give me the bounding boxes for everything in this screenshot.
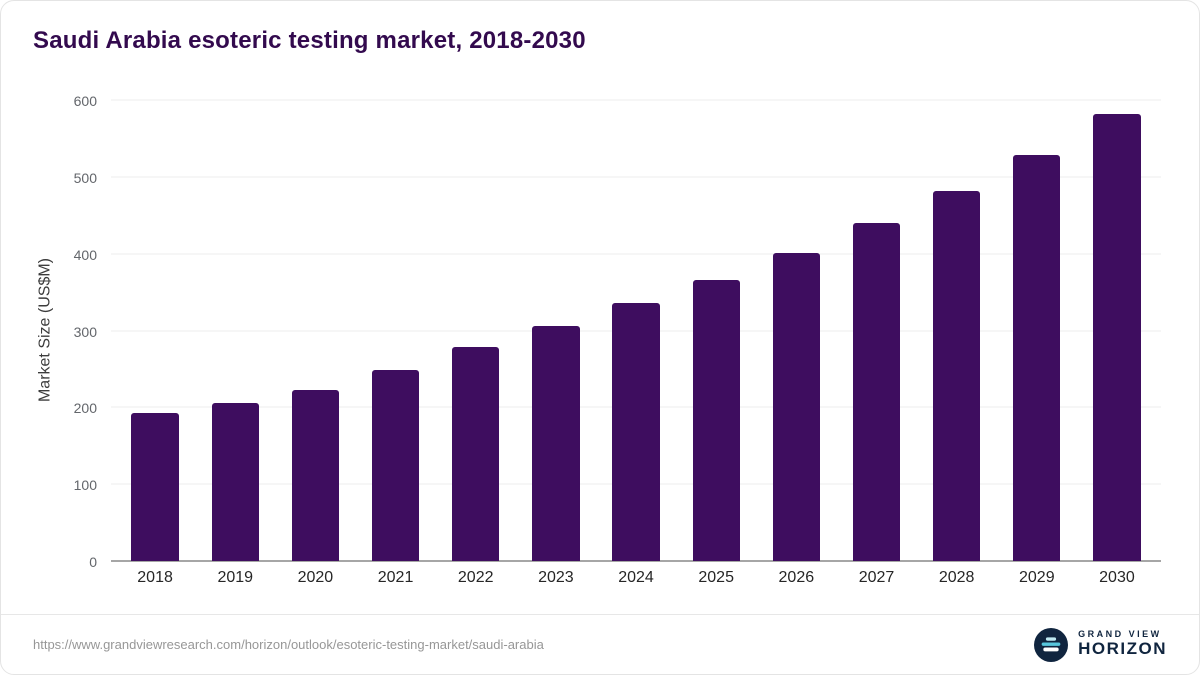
brand-logo-text: GRAND VIEW HORIZON bbox=[1078, 629, 1167, 659]
bar-slot bbox=[917, 100, 997, 561]
bar-slot bbox=[756, 100, 836, 561]
bar-slot bbox=[436, 100, 516, 561]
x-tick-label: 2021 bbox=[377, 569, 414, 586]
brand-name-bottom: HORIZON bbox=[1078, 639, 1167, 659]
bar-slot bbox=[195, 100, 275, 561]
x-tick-label: 2023 bbox=[538, 569, 574, 586]
bar-2028 bbox=[933, 190, 981, 561]
bar-slot bbox=[836, 100, 916, 561]
bar-slot bbox=[596, 100, 676, 561]
x-tick-label: 2030 bbox=[1099, 569, 1135, 586]
chart-title: Saudi Arabia esoteric testing market, 20… bbox=[33, 27, 586, 54]
brand-logo: GRAND VIEW HORIZON bbox=[1034, 627, 1167, 662]
bar-2021 bbox=[371, 370, 420, 561]
bar-2024 bbox=[612, 302, 660, 561]
bar-slot bbox=[1077, 100, 1157, 561]
y-axis-title: Market Size (US$M) bbox=[36, 257, 54, 403]
y-tick-label: 0 bbox=[89, 554, 97, 570]
x-axis-line bbox=[111, 560, 1161, 562]
x-tick-label: 2029 bbox=[1019, 569, 1055, 586]
x-tick-label: 2020 bbox=[297, 569, 334, 586]
bar-2020 bbox=[291, 390, 340, 561]
bar-2018 bbox=[131, 413, 179, 561]
y-tick-label: 300 bbox=[73, 323, 97, 340]
gridline bbox=[111, 176, 1161, 178]
bar-2030 bbox=[1093, 113, 1141, 561]
bar-slot bbox=[676, 100, 756, 561]
bar-2029 bbox=[1013, 154, 1061, 561]
bar-slot bbox=[115, 100, 195, 561]
bars-layer bbox=[111, 100, 1161, 561]
bar-2022 bbox=[452, 347, 500, 561]
y-tick-label: 500 bbox=[73, 169, 97, 186]
gridline bbox=[111, 99, 1161, 101]
x-tick-label: 2025 bbox=[698, 569, 734, 586]
gridline bbox=[111, 253, 1161, 255]
x-tick-label: 2019 bbox=[217, 569, 254, 586]
x-tick-label: 2028 bbox=[938, 569, 975, 586]
bar-slot bbox=[355, 100, 435, 561]
y-tick-label: 600 bbox=[73, 93, 97, 109]
x-tick-label: 2026 bbox=[778, 569, 815, 586]
bar-2019 bbox=[211, 402, 259, 561]
bar-2023 bbox=[532, 325, 580, 561]
brand-name-top: GRAND VIEW bbox=[1078, 629, 1162, 640]
bar-slot bbox=[997, 100, 1077, 561]
source-url[interactable]: https://www.grandviewresearch.com/horizo… bbox=[33, 637, 544, 652]
x-axis-ticks: 2018 2019 2020 2021 2022 2023 2024 2025 2026 2027… bbox=[111, 569, 1161, 587]
bar-2025 bbox=[692, 279, 740, 561]
bar-slot bbox=[516, 100, 596, 561]
grand-view-horizon-icon bbox=[1034, 627, 1069, 662]
bar-slot bbox=[275, 100, 355, 561]
x-tick-label: 2022 bbox=[457, 569, 494, 586]
x-tick-label: 2027 bbox=[858, 569, 895, 586]
y-tick-label: 200 bbox=[73, 400, 97, 417]
y-axis-ticks: 0 100 200 300 400 500 600 bbox=[74, 93, 1161, 570]
y-tick-label: 100 bbox=[73, 477, 97, 494]
x-tick-label: 2018 bbox=[137, 569, 173, 586]
plot-area: 0 100 200 300 400 500 600 bbox=[74, 93, 1161, 570]
bar-2026 bbox=[772, 252, 820, 561]
bar-2027 bbox=[852, 222, 901, 561]
y-tick-label: 400 bbox=[73, 246, 97, 263]
footer: https://www.grandviewresearch.com/horizo… bbox=[1, 614, 1199, 674]
x-tick-label: 2024 bbox=[618, 569, 654, 586]
